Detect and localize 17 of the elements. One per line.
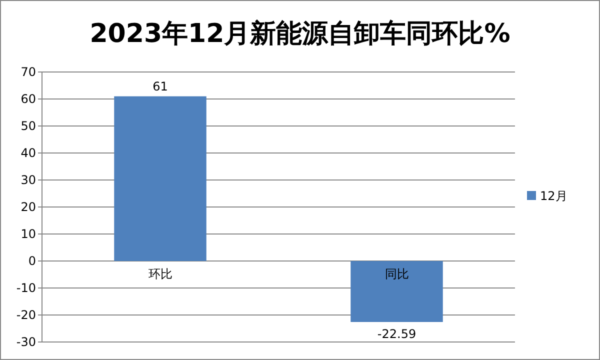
x-tick-label: 同比 bbox=[384, 267, 409, 281]
chart-title: 2023年12月新能源自卸车同环比% bbox=[90, 19, 510, 49]
y-tick-label: -30 bbox=[16, 335, 36, 349]
x-tick-label: 环比 bbox=[148, 267, 172, 281]
y-tick-label: 40 bbox=[20, 146, 36, 160]
y-tick-label: 30 bbox=[20, 173, 36, 187]
data-label: -22.59 bbox=[377, 326, 416, 341]
y-tick-label: 20 bbox=[20, 200, 36, 214]
y-tick-label: 10 bbox=[20, 227, 36, 241]
legend-label: 12月 bbox=[540, 189, 568, 203]
y-tick-label: 70 bbox=[20, 65, 36, 79]
y-tick-label: -20 bbox=[16, 308, 36, 322]
y-tick-label: 50 bbox=[20, 119, 36, 133]
y-tick-label: 60 bbox=[20, 92, 36, 106]
data-label: 61 bbox=[152, 79, 168, 94]
y-tick-label: -10 bbox=[16, 281, 36, 295]
y-tick-label: 0 bbox=[28, 254, 36, 268]
